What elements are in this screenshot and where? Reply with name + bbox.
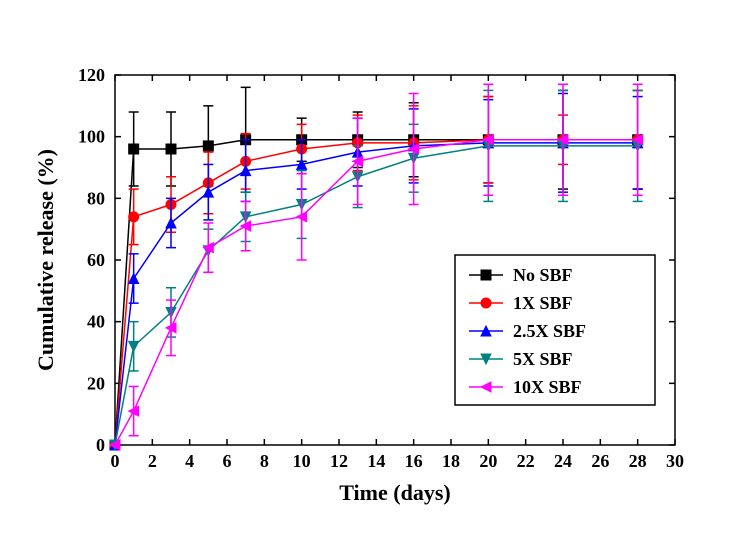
x-tick-label: 6 bbox=[223, 451, 232, 471]
x-tick-label: 14 bbox=[367, 451, 385, 471]
x-tick-label: 10 bbox=[293, 451, 311, 471]
marker bbox=[129, 212, 139, 222]
y-tick-label: 80 bbox=[87, 188, 105, 208]
marker bbox=[129, 144, 139, 154]
x-tick-label: 22 bbox=[517, 451, 535, 471]
x-tick-label: 0 bbox=[111, 451, 120, 471]
y-tick-label: 120 bbox=[78, 65, 105, 85]
legend-label: 2.5X SBF bbox=[513, 321, 586, 341]
y-tick-label: 0 bbox=[96, 435, 105, 455]
marker bbox=[481, 270, 491, 280]
legend-label: No SBF bbox=[513, 265, 573, 285]
y-tick-label: 60 bbox=[87, 250, 105, 270]
marker bbox=[203, 141, 213, 151]
x-tick-label: 4 bbox=[185, 451, 194, 471]
legend: No SBF 1X SBF 2.5X SBF 5X SBF 10X SBF bbox=[455, 255, 655, 405]
x-tick-label: 28 bbox=[629, 451, 647, 471]
chart-container: 0246810121416182022242628300204060801001… bbox=[0, 0, 746, 543]
x-tick-label: 20 bbox=[479, 451, 497, 471]
legend-label: 1X SBF bbox=[513, 293, 573, 313]
y-tick-label: 100 bbox=[78, 127, 105, 147]
marker bbox=[166, 144, 176, 154]
x-tick-label: 2 bbox=[148, 451, 157, 471]
x-tick-label: 26 bbox=[591, 451, 609, 471]
x-tick-label: 18 bbox=[442, 451, 460, 471]
legend-label: 5X SBF bbox=[513, 349, 573, 369]
marker bbox=[481, 298, 491, 308]
y-axis-label: Cumulative release (%) bbox=[33, 149, 58, 371]
x-tick-label: 24 bbox=[554, 451, 572, 471]
y-tick-label: 20 bbox=[87, 373, 105, 393]
x-tick-label: 16 bbox=[405, 451, 423, 471]
x-tick-label: 8 bbox=[260, 451, 269, 471]
release-chart: 0246810121416182022242628300204060801001… bbox=[0, 0, 746, 543]
legend-label: 10X SBF bbox=[513, 377, 582, 397]
x-tick-label: 30 bbox=[666, 451, 684, 471]
y-tick-label: 40 bbox=[87, 312, 105, 332]
x-axis-label: Time (days) bbox=[339, 480, 450, 505]
x-tick-label: 12 bbox=[330, 451, 348, 471]
